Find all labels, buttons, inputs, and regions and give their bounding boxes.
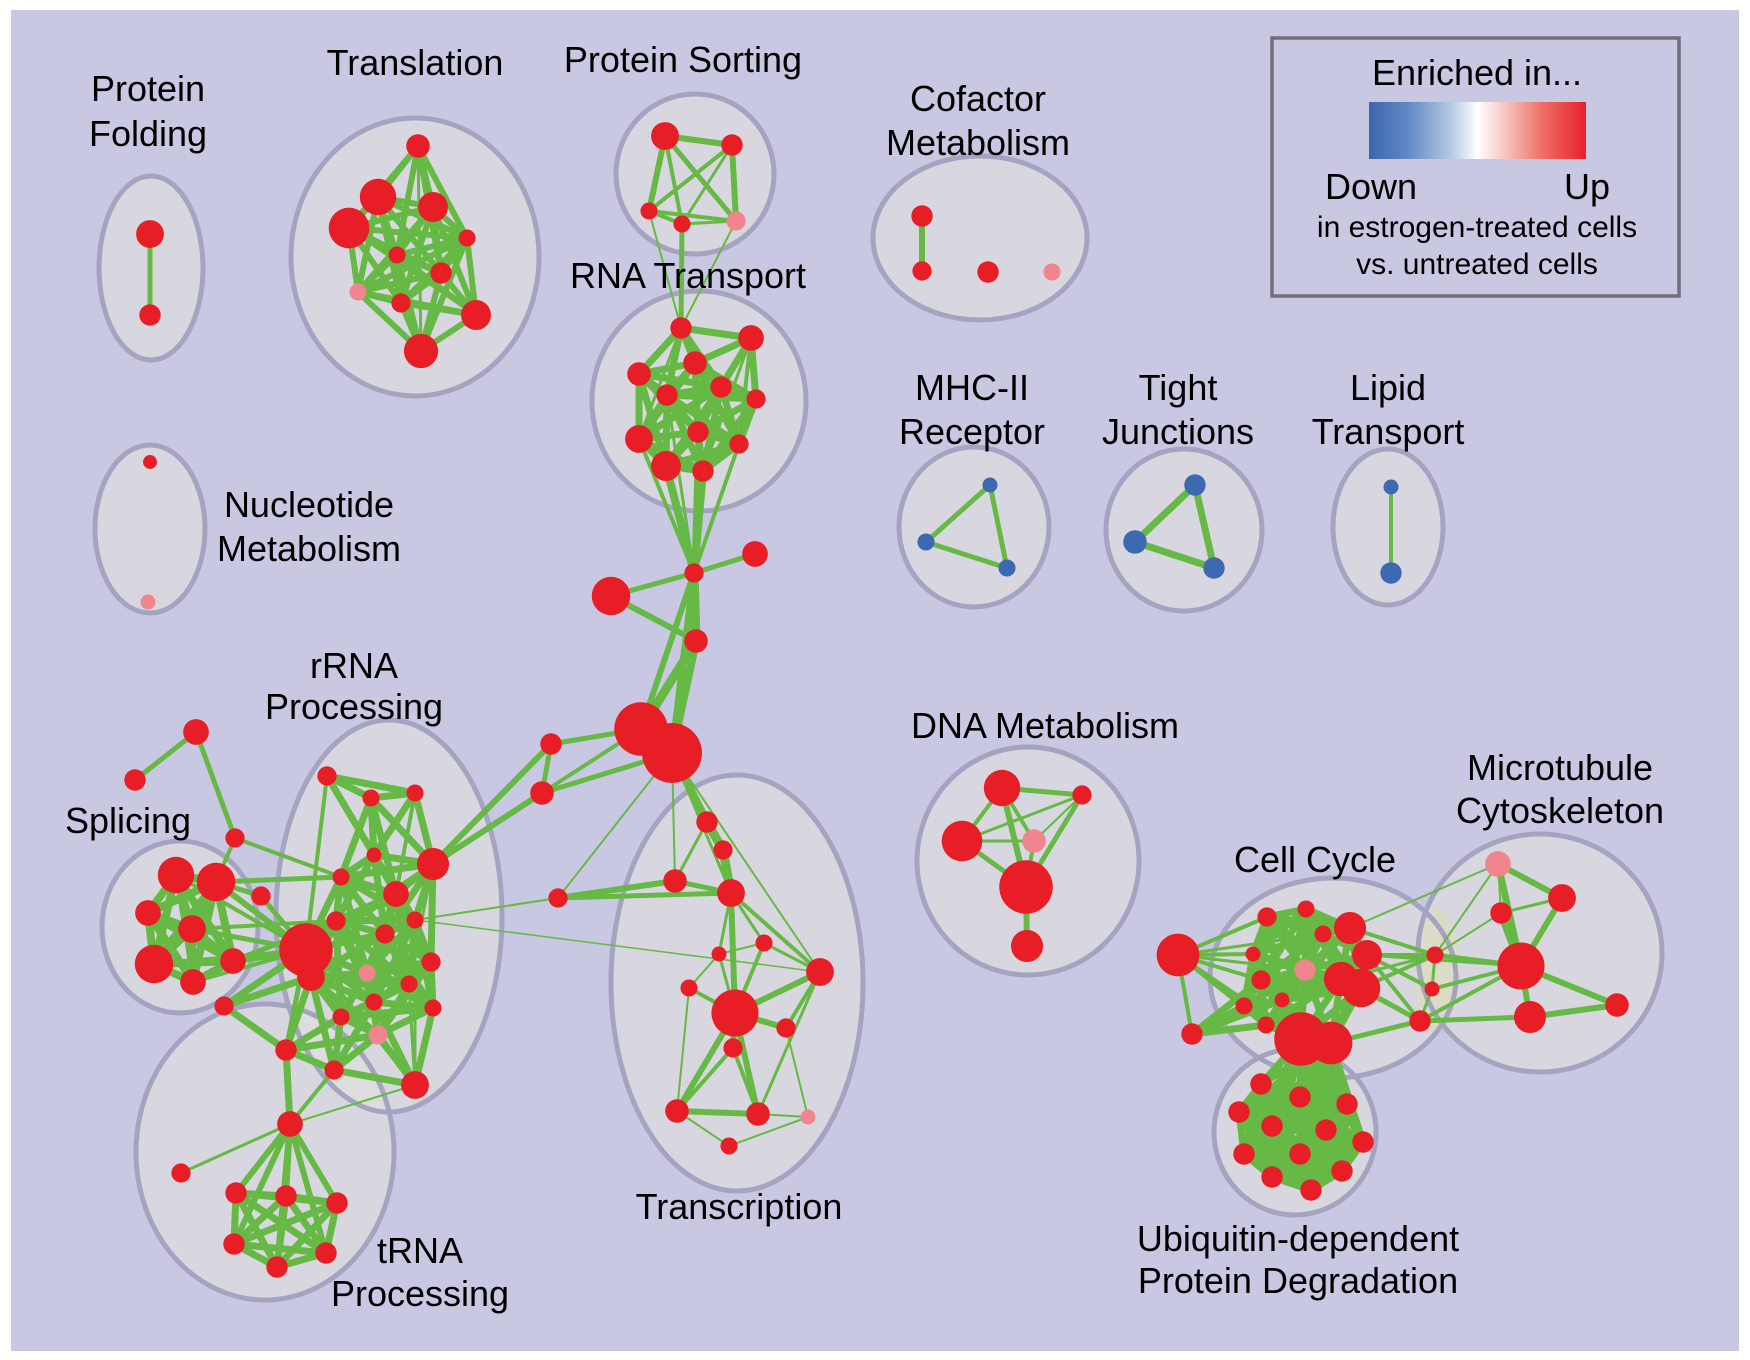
svg-text:Nucleotide: Nucleotide	[224, 484, 394, 525]
svg-text:Cofactor: Cofactor	[910, 78, 1046, 119]
svg-text:Lipid: Lipid	[1350, 367, 1426, 408]
svg-text:Metabolism: Metabolism	[217, 528, 401, 569]
svg-text:Receptor: Receptor	[899, 411, 1045, 452]
svg-text:in estrogen-treated cells: in estrogen-treated cells	[1317, 211, 1637, 244]
svg-text:Down: Down	[1325, 166, 1417, 207]
svg-text:RNA Transport: RNA Transport	[570, 255, 806, 296]
svg-text:Metabolism: Metabolism	[886, 122, 1070, 163]
svg-text:Up: Up	[1564, 166, 1610, 207]
svg-text:tRNA: tRNA	[377, 1230, 463, 1271]
svg-text:Cell Cycle: Cell Cycle	[1234, 839, 1396, 880]
svg-text:rRNA: rRNA	[310, 645, 398, 686]
svg-text:MHC-II: MHC-II	[915, 367, 1029, 408]
svg-text:Protein Sorting: Protein Sorting	[564, 39, 802, 80]
svg-text:Enriched in...: Enriched in...	[1372, 52, 1582, 93]
svg-text:Ubiquitin-dependent: Ubiquitin-dependent	[1137, 1218, 1459, 1259]
svg-text:vs. untreated cells: vs. untreated cells	[1356, 248, 1598, 281]
svg-text:Protein Degradation: Protein Degradation	[1138, 1260, 1458, 1301]
svg-text:Transport: Transport	[1312, 411, 1465, 452]
svg-text:Microtubule: Microtubule	[1467, 747, 1653, 788]
svg-text:Transcription: Transcription	[636, 1186, 843, 1227]
svg-text:Junctions: Junctions	[1102, 411, 1254, 452]
svg-text:Splicing: Splicing	[65, 800, 191, 841]
svg-text:Translation: Translation	[327, 42, 504, 83]
svg-text:Cytoskeleton: Cytoskeleton	[1456, 790, 1664, 831]
svg-text:Folding: Folding	[89, 113, 207, 154]
svg-text:Protein: Protein	[91, 68, 205, 109]
svg-text:Processing: Processing	[331, 1273, 509, 1314]
svg-text:Processing: Processing	[265, 686, 443, 727]
svg-text:Tight: Tight	[1139, 367, 1218, 408]
svg-text:DNA Metabolism: DNA Metabolism	[911, 705, 1179, 746]
